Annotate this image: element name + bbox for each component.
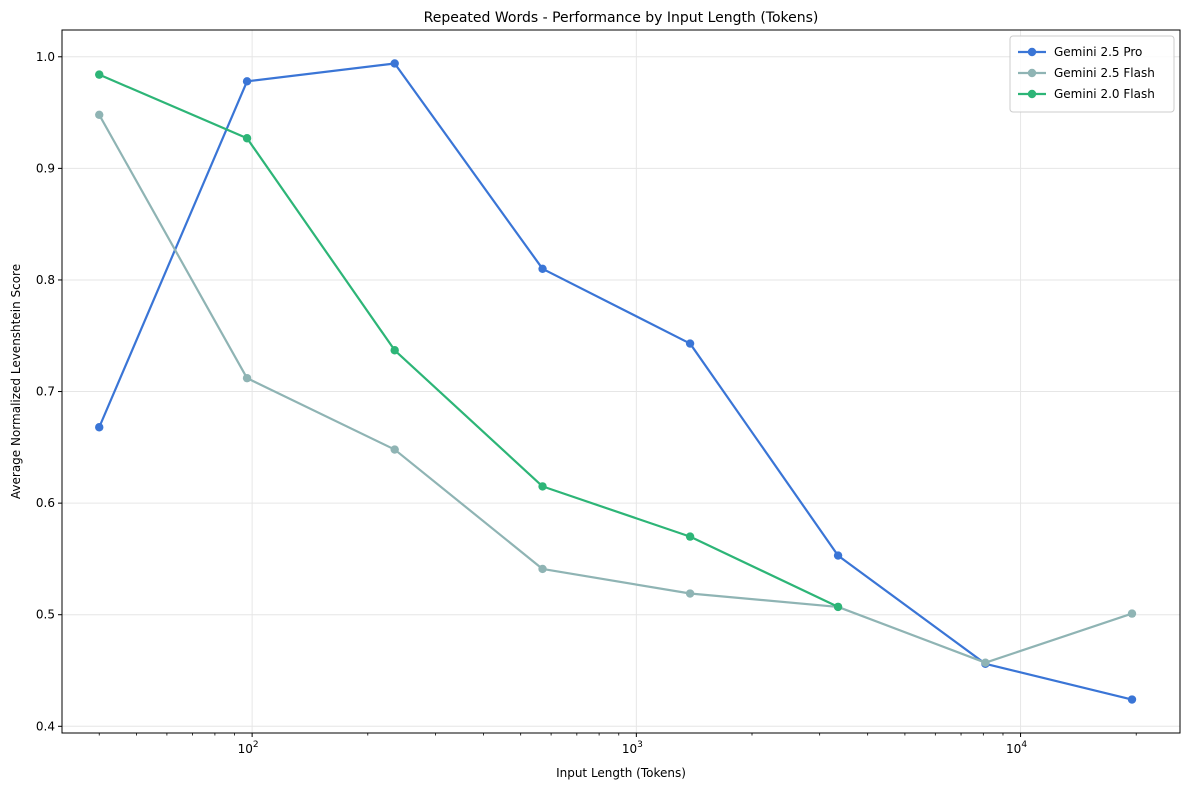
legend-item: Gemini 2.5 Pro bbox=[1018, 45, 1142, 59]
data-point bbox=[242, 134, 252, 143]
data-point bbox=[538, 264, 547, 273]
y-tick-label: 0.5 bbox=[36, 608, 55, 622]
y-tick-label: 1.0 bbox=[36, 50, 55, 64]
legend: Gemini 2.5 Pro Gemini 2.5 Flash Gemini 2.0… bbox=[1009, 35, 1175, 113]
data-point bbox=[1127, 695, 1137, 704]
grid-layer bbox=[62, 30, 1180, 733]
y-axis-title: Average Normalized Levenshtein Score bbox=[9, 264, 23, 499]
legend-item: Gemini 2.5 Flash bbox=[1018, 66, 1155, 80]
legend-label: Gemini 2.0 Flash bbox=[1054, 87, 1155, 101]
y-tick-label: 0.9 bbox=[36, 161, 55, 175]
data-point bbox=[833, 551, 843, 560]
series-line bbox=[98, 73, 839, 608]
legend-marker bbox=[1027, 68, 1037, 78]
data-point bbox=[390, 346, 399, 355]
y-tick-label: 0.7 bbox=[36, 385, 55, 399]
plot-frame bbox=[61, 29, 1181, 734]
data-point bbox=[95, 110, 104, 120]
data-point bbox=[981, 658, 990, 667]
chart-title: Repeated Words - Performance by Input Le… bbox=[424, 10, 819, 26]
series-gemini-2-5-pro bbox=[95, 59, 1137, 704]
legend-label: Gemini 2.5 Pro bbox=[1054, 45, 1142, 59]
y-tick-label: 0.4 bbox=[36, 719, 55, 733]
series-line bbox=[98, 114, 1133, 664]
legend-label: Gemini 2.5 Flash bbox=[1054, 66, 1155, 80]
series-gemini-2-0-flash bbox=[95, 70, 843, 612]
series-gemini-2-5-flash bbox=[95, 110, 1137, 667]
data-point bbox=[833, 602, 843, 612]
data-point bbox=[390, 445, 399, 454]
series-layer bbox=[95, 59, 1137, 704]
series-line bbox=[98, 62, 1133, 701]
data-point bbox=[538, 482, 547, 491]
data-point bbox=[1127, 609, 1137, 618]
y-tick-label: 0.6 bbox=[36, 496, 55, 510]
data-point bbox=[390, 59, 399, 68]
data-point bbox=[95, 423, 104, 432]
legend-marker bbox=[1027, 47, 1037, 57]
y-tick-label: 0.8 bbox=[36, 273, 55, 287]
data-point bbox=[242, 373, 252, 383]
legend-marker bbox=[1027, 89, 1037, 99]
x-axis-title: Input Length (Tokens) bbox=[556, 766, 686, 780]
data-point bbox=[685, 589, 695, 598]
data-point bbox=[95, 70, 104, 79]
legend-item: Gemini 2.0 Flash bbox=[1018, 87, 1155, 101]
data-point bbox=[538, 564, 547, 574]
data-point bbox=[685, 532, 695, 541]
data-point bbox=[242, 77, 252, 86]
legend-box bbox=[1009, 35, 1175, 113]
data-point bbox=[685, 339, 695, 348]
